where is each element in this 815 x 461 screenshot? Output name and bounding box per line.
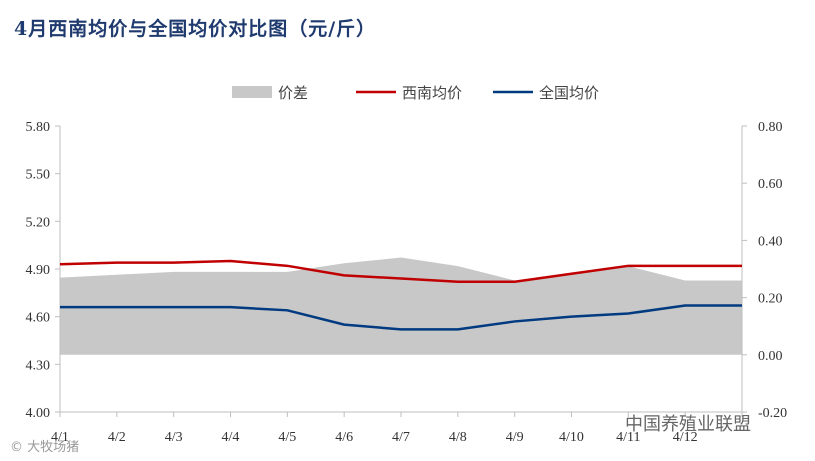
y-left-tick-label: 5.50: [26, 168, 51, 183]
y-left-tick-label: 5.20: [26, 215, 51, 230]
y-right-tick-label: 0.20: [758, 292, 783, 307]
y-right-tick-label: -0.20: [758, 406, 787, 421]
chart-legend: 价差 西南均价 全国均价: [232, 84, 599, 102]
legend-label: 价差: [278, 84, 308, 102]
x-tick-label: 4/6: [335, 430, 353, 445]
x-tick-label: 4/7: [392, 430, 410, 445]
chart-title: 4月西南均价与全国均价对比图（元/斤）: [14, 18, 377, 40]
y-left-tick-label: 4.30: [26, 358, 51, 373]
x-tick-label: 4/3: [165, 430, 183, 445]
x-tick-label: 4/4: [222, 430, 240, 445]
y-left-tick-label: 4.90: [26, 263, 51, 278]
x-tick-label: 4/8: [449, 430, 467, 445]
y-left-tick-label: 5.80: [26, 120, 51, 135]
series-line-0: [59, 259, 742, 283]
watermark-right: 中国养殖业联盟: [625, 414, 751, 435]
x-tick-label: 4/9: [506, 430, 524, 445]
legend-label: 西南均价: [402, 84, 462, 102]
y-right-tick-label: 0.80: [758, 120, 783, 135]
x-tick-label: 4/5: [278, 430, 296, 445]
legend-swatch-area: [232, 86, 272, 98]
series-area-spread: [60, 257, 742, 355]
watermark-left: © 大牧场猪: [10, 440, 80, 455]
legend-label: 全国均价: [539, 84, 599, 102]
y-right-tick-label: 0.00: [758, 349, 783, 364]
axes-layer: 4.00 4.30 4.60 4.90 5.20 5.50 5.80 -0.20 0.00 0.2…: [26, 120, 788, 445]
x-tick-label: 4/12: [673, 430, 698, 445]
y-right-tick-label: 0.60: [758, 177, 783, 192]
y-left-tick-label: 4.00: [26, 406, 51, 421]
line-layer: [59, 259, 742, 331]
x-tick-label: 4/11: [616, 430, 640, 445]
x-tick-label: 4/1: [51, 430, 69, 445]
series-line-1: [60, 304, 742, 331]
x-tick-label: 4/2: [108, 430, 126, 445]
x-tick-label: 4/10: [559, 430, 584, 445]
y-right-tick-label: 0.40: [758, 234, 783, 249]
area-layer: [60, 257, 742, 355]
y-left-tick-label: 4.60: [26, 311, 51, 326]
